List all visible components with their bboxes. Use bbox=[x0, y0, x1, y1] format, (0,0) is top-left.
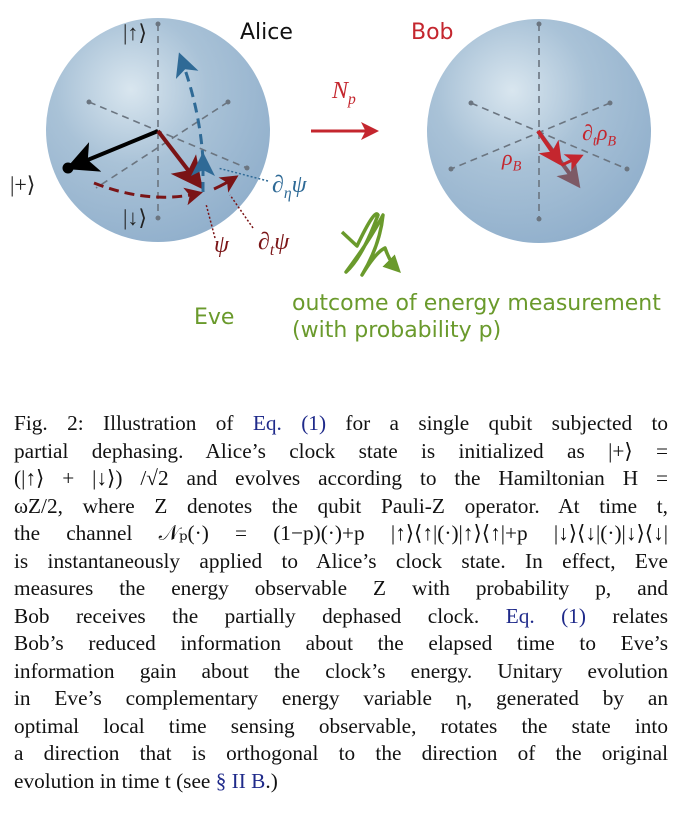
caption-line: Fig. 2: Illustration of Eq. (1) for a si… bbox=[14, 411, 669, 435]
section-link[interactable]: § II B bbox=[215, 768, 266, 793]
caption-line: optimal local time sensing observable, r… bbox=[14, 713, 668, 738]
eve-label: Eve bbox=[194, 305, 235, 330]
caption-line: information gain about the clock’s energ… bbox=[14, 658, 668, 683]
caption-line: (|↑⟩ + |↓⟩) /√2 and evolves according to… bbox=[14, 466, 668, 490]
caption-line: ωZ/2, where Z denotes the qubit Pauli-Z … bbox=[14, 493, 668, 518]
caption-line: partial dephasing. Alice’s clock state i… bbox=[14, 438, 668, 463]
caption-line: Bob’s reduced information about the elap… bbox=[14, 631, 668, 655]
d-t-psi-label: ∂tψ bbox=[258, 229, 290, 259]
bob-label: Bob bbox=[411, 20, 454, 45]
channel-label: Np bbox=[332, 78, 356, 108]
psi-label: ψ bbox=[214, 232, 229, 258]
measurement-squiggle-icon bbox=[340, 212, 401, 277]
alice-bloch-sphere bbox=[46, 18, 270, 242]
caption-line: a direction that is orthogonal to the di… bbox=[14, 741, 668, 765]
caption-line: in Eve’s complementary energy variable η… bbox=[14, 686, 668, 710]
figure-caption: Fig. 2: Illustration of Eq. (1) for a si… bbox=[14, 410, 668, 795]
d-t-rho-b-label: ∂tρB bbox=[582, 120, 617, 150]
caption-line: the channel 𝒩ₚ(·) = (1−p)(·)+p |↑⟩⟨↑|(·)… bbox=[14, 521, 668, 545]
ket-down-label: |↓⟩ bbox=[123, 205, 147, 230]
rho-b-label: ρB bbox=[502, 145, 522, 175]
ket-plus-label: |+⟩ bbox=[10, 172, 36, 197]
caption-line: is instantaneously applied to Alice’s cl… bbox=[14, 548, 668, 573]
d-eta-psi-label: ∂ηψ bbox=[272, 172, 307, 202]
figure-graphics bbox=[46, 18, 651, 277]
equation-link[interactable]: Eq. (1) bbox=[505, 603, 586, 628]
measurement-outcome-label: outcome of energy measurement (with prob… bbox=[292, 291, 661, 343]
caption-line: Bob receives the partially dephased cloc… bbox=[14, 603, 668, 628]
caption-line: evolution in time t (see § II B.) bbox=[14, 768, 278, 793]
equation-link[interactable]: Eq. (1) bbox=[252, 411, 327, 435]
ket-up-label: |↑⟩ bbox=[123, 20, 147, 45]
figure-illustration: Alice Bob Eve outcome of energy measurem… bbox=[0, 0, 684, 380]
alice-label: Alice bbox=[240, 20, 293, 45]
caption-line: measures the energy observable Z with pr… bbox=[14, 576, 668, 600]
bob-bloch-sphere bbox=[427, 19, 651, 243]
